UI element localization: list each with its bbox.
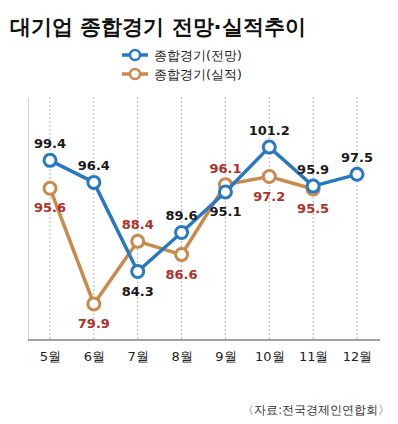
series-line [50, 147, 357, 271]
point-marker [44, 154, 56, 166]
legend-label: 종합경기(전망) [154, 48, 242, 63]
legend-item: 종합경기(실적) [122, 67, 242, 82]
data-label: 95.6 [34, 200, 66, 215]
data-label: 86.6 [166, 267, 198, 282]
legend-label: 종합경기(실적) [154, 67, 242, 82]
point-marker [44, 182, 56, 194]
point-marker [88, 176, 100, 188]
data-label: 89.6 [166, 208, 198, 223]
series-line [50, 177, 313, 304]
grid-line [313, 97, 314, 340]
x-tick-label: 10월 [255, 349, 285, 364]
data-label: 88.4 [122, 217, 154, 232]
chart: 대기업 종합경기 전망·실적추이5월6월7월8월9월10월11월12월99.49… [0, 0, 398, 424]
data-label: 79.9 [78, 316, 110, 331]
x-tick: 5월 [40, 340, 61, 364]
grid-line [50, 97, 51, 340]
x-axis-line [28, 339, 380, 340]
x-tick-label: 11월 [299, 349, 329, 364]
legend-marker [130, 50, 140, 60]
point-marker [88, 298, 100, 310]
x-tick-label: 5월 [40, 349, 61, 364]
x-axis: 5월 6월 7월 8월 9월 10월 11월 12월 [28, 340, 380, 364]
data-label: 95.5 [297, 201, 329, 216]
data-label: 95.1 [209, 204, 241, 219]
point-marker [351, 168, 363, 180]
x-tick-label: 7월 [128, 349, 149, 364]
x-tick-label: 12월 [343, 349, 373, 364]
data-label: 101.2 [249, 123, 290, 138]
y-axis-line [28, 98, 29, 341]
x-tick-label: 9월 [215, 349, 236, 364]
data-label: 95.9 [297, 162, 329, 177]
y-axis [28, 98, 29, 341]
data-label: 99.4 [34, 136, 66, 151]
grid-line [357, 97, 358, 340]
point-marker [132, 266, 144, 278]
legend-marker [130, 69, 140, 79]
data-label: 96.1 [209, 161, 241, 176]
x-tick: 9월 [215, 340, 236, 364]
grid [50, 97, 357, 340]
plot-area [44, 141, 363, 310]
point-marker [132, 235, 144, 247]
x-tick: 10월 [255, 340, 285, 364]
data-label: 97.5 [341, 150, 373, 165]
point-marker [307, 180, 319, 192]
point-marker [263, 141, 275, 153]
point-marker [176, 226, 188, 238]
data-label: 97.2 [253, 189, 285, 204]
data-labels: 99.4 96.4 84.3 89.6 95.1 101.2 95.9 97.5 95.6 79.… [34, 123, 373, 331]
point-marker [176, 249, 188, 261]
source: 〈자료:전국경제인연합회〉 [242, 403, 390, 417]
x-tick: 6월 [84, 340, 105, 364]
x-tick: 7월 [128, 340, 149, 364]
data-label: 96.4 [78, 158, 110, 173]
data-label: 84.3 [122, 284, 154, 299]
x-tick-label: 6월 [84, 349, 105, 364]
x-tick: 11월 [299, 340, 329, 364]
x-tick: 8월 [171, 340, 192, 364]
x-tick-label: 8월 [171, 349, 192, 364]
point-marker [263, 171, 275, 183]
point-marker [219, 186, 231, 198]
x-tick: 12월 [343, 340, 373, 364]
legend: 종합경기(전망) 종합경기(실적) [122, 48, 242, 82]
title: 대기업 종합경기 전망·실적추이 [10, 15, 306, 39]
legend-item: 종합경기(전망) [122, 48, 242, 63]
